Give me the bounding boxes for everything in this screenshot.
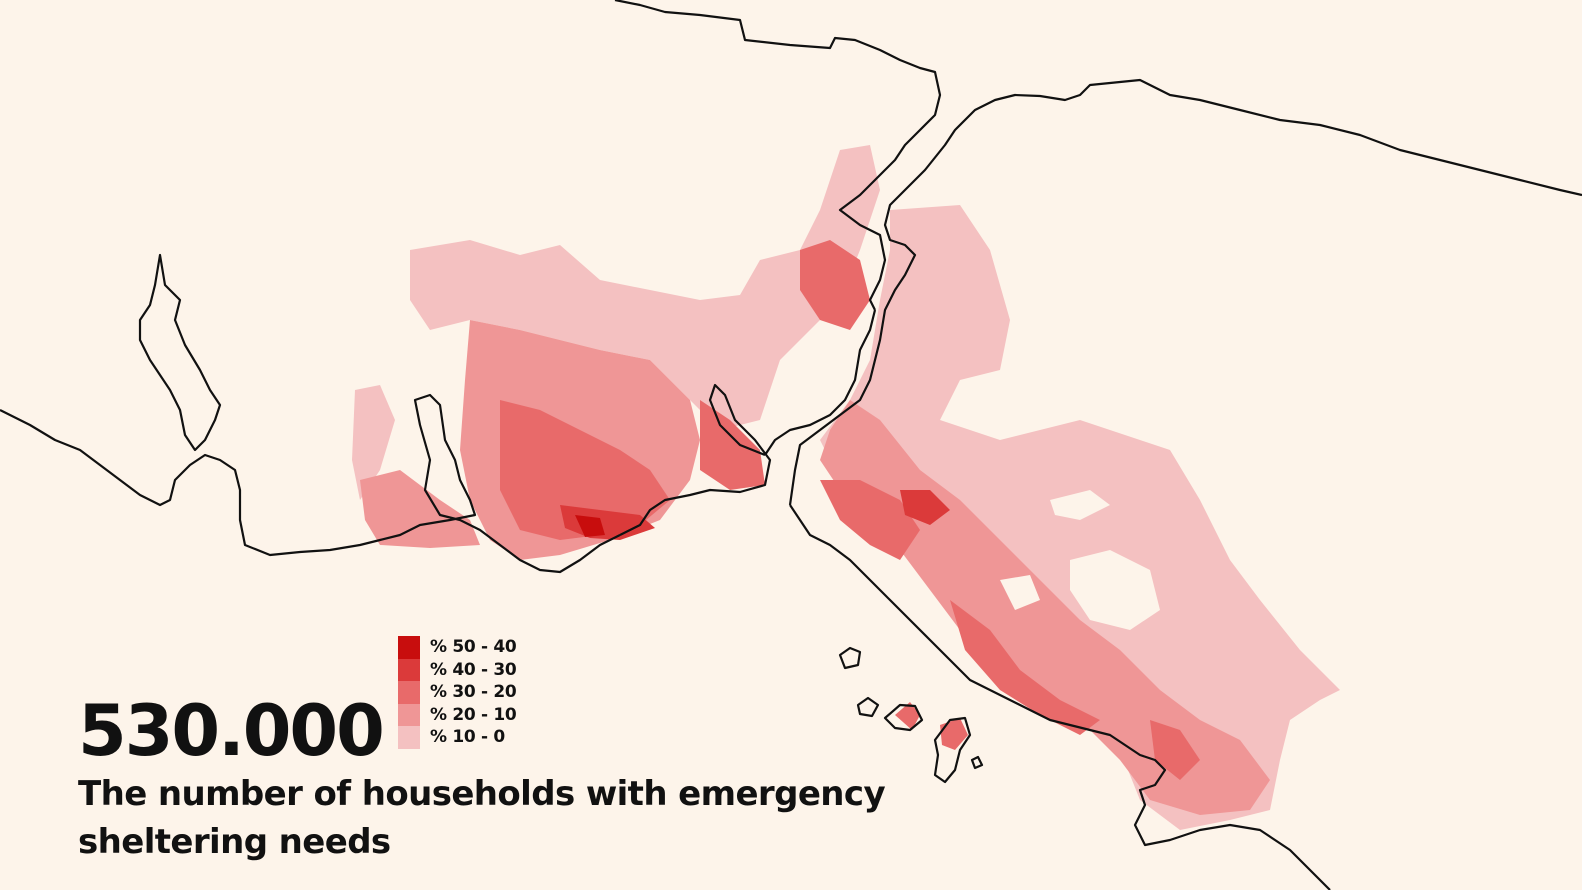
unpopulated-area: [1070, 550, 1160, 630]
coastline-bosphorus-europe: [764, 309, 877, 456]
legend-item: % 30 - 20: [398, 681, 517, 704]
households-caption: The number of households with emergency …: [78, 774, 886, 862]
coastline-lake: [138, 253, 222, 452]
coastline-black-sea-europe: [614, 0, 942, 311]
legend-item: % 10 - 0: [398, 726, 516, 749]
legend-label: % 10 - 0: [430, 727, 505, 748]
coastline-island-burgazada: [856, 696, 880, 718]
region-medium: [360, 470, 480, 548]
coastline-golden-horn: [619, 383, 772, 536]
coastline-marmara-europe: [0, 393, 621, 574]
households-count: 530.000: [78, 690, 385, 772]
unpopulated-area: [1050, 490, 1110, 520]
region-strong: [950, 600, 1100, 735]
unpopulated-area: [1000, 575, 1040, 610]
legend-label: % 20 - 10: [430, 704, 517, 725]
legend: % 50 - 40 % 40 - 30 % 30 - 20 % 20 - 10 …: [398, 636, 517, 749]
density-regions: [352, 145, 1340, 830]
legend-swatch: [398, 726, 420, 749]
legend-swatch: [398, 681, 420, 704]
region-severe: [900, 490, 950, 525]
region-strong: [500, 400, 670, 540]
region-extreme: [575, 515, 605, 537]
coastline-island-small: [970, 755, 984, 770]
legend-item: % 50 - 40: [398, 636, 517, 659]
legend-item: % 40 - 30: [398, 658, 517, 681]
legend-item: % 20 - 10: [398, 703, 517, 726]
region-strong: [700, 400, 765, 490]
legend-swatch: [398, 658, 420, 681]
region-strong: [800, 240, 870, 330]
region-strong: [895, 702, 920, 730]
legend-swatch: [398, 636, 420, 659]
legend-label: % 30 - 20: [430, 682, 517, 703]
coastline-island-heybeliada: [883, 703, 924, 732]
legend-label: % 50 - 40: [430, 637, 517, 658]
region-strong: [940, 718, 968, 750]
region-strong: [1150, 720, 1200, 780]
region-light: [352, 385, 395, 500]
legend-swatch: [398, 703, 420, 726]
coastline-marmara-asia: [789, 504, 1331, 890]
coastline-bosphorus-asia: [788, 78, 1582, 506]
coastline-island-buyukada: [933, 716, 972, 784]
region-strong: [820, 480, 920, 560]
coastline-island-kinaliada: [838, 646, 862, 670]
region-light: [410, 145, 880, 430]
legend-label: % 40 - 30: [430, 659, 517, 680]
